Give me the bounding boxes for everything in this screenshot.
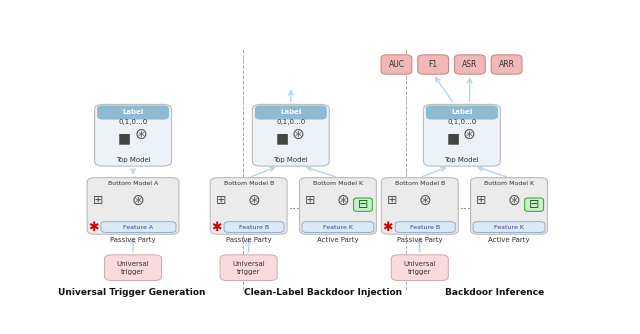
Text: AUC: AUC xyxy=(388,60,404,69)
FancyBboxPatch shape xyxy=(381,178,458,234)
FancyBboxPatch shape xyxy=(87,178,179,234)
Text: 0,1,0...0: 0,1,0...0 xyxy=(276,119,305,125)
Text: Universal: Universal xyxy=(116,261,150,267)
Text: ⊞: ⊞ xyxy=(216,194,227,207)
Text: Bottom Model B: Bottom Model B xyxy=(223,181,274,186)
Text: ASR: ASR xyxy=(462,60,477,69)
FancyBboxPatch shape xyxy=(391,255,448,281)
Text: Bottom Model K: Bottom Model K xyxy=(313,181,363,186)
Text: ...: ... xyxy=(460,199,472,212)
Text: ⊛: ⊛ xyxy=(132,193,145,208)
Text: Feature B: Feature B xyxy=(239,224,269,229)
Text: ⊟: ⊟ xyxy=(529,198,540,211)
Text: 0,1,0...0: 0,1,0...0 xyxy=(118,119,148,125)
Text: Backdoor Inference: Backdoor Inference xyxy=(445,288,544,297)
Text: ...: ... xyxy=(289,199,301,212)
FancyBboxPatch shape xyxy=(255,106,327,120)
FancyBboxPatch shape xyxy=(252,104,329,166)
Text: Feature A: Feature A xyxy=(124,224,154,229)
Text: ✱: ✱ xyxy=(88,220,99,233)
Text: ⊞: ⊞ xyxy=(387,194,397,207)
Text: Label: Label xyxy=(451,110,472,116)
Text: ■: ■ xyxy=(275,131,289,145)
Text: Bottom Model A: Bottom Model A xyxy=(108,181,158,186)
FancyBboxPatch shape xyxy=(224,222,284,232)
FancyBboxPatch shape xyxy=(101,222,176,232)
Text: trigger: trigger xyxy=(237,269,260,275)
Text: Universal Trigger Generation: Universal Trigger Generation xyxy=(58,288,206,297)
Text: Feature K: Feature K xyxy=(494,224,524,229)
FancyBboxPatch shape xyxy=(473,222,545,232)
Text: ⊛: ⊛ xyxy=(134,127,147,142)
Text: ⊛: ⊛ xyxy=(292,127,305,142)
Text: ⊞: ⊞ xyxy=(476,194,487,207)
FancyBboxPatch shape xyxy=(424,104,500,166)
Text: ✱: ✱ xyxy=(211,220,221,233)
Text: ⊛: ⊛ xyxy=(337,193,349,208)
Text: trigger: trigger xyxy=(408,269,431,275)
Text: 0,1,0...0: 0,1,0...0 xyxy=(447,119,477,125)
Text: ⊛: ⊛ xyxy=(508,193,520,208)
FancyBboxPatch shape xyxy=(104,255,161,281)
Text: Universal: Universal xyxy=(403,261,436,267)
FancyBboxPatch shape xyxy=(418,55,449,74)
Text: ARR: ARR xyxy=(499,60,515,69)
Text: Universal: Universal xyxy=(232,261,265,267)
FancyBboxPatch shape xyxy=(95,104,172,166)
Text: Top Model: Top Model xyxy=(116,157,150,163)
Text: ⊛: ⊛ xyxy=(247,193,260,208)
FancyBboxPatch shape xyxy=(426,106,498,120)
FancyBboxPatch shape xyxy=(97,106,169,120)
Text: trigger: trigger xyxy=(122,269,145,275)
Text: Active Party: Active Party xyxy=(488,237,530,243)
Text: Passive Party: Passive Party xyxy=(397,237,443,243)
FancyBboxPatch shape xyxy=(381,55,412,74)
FancyBboxPatch shape xyxy=(470,178,547,234)
Text: ✱: ✱ xyxy=(382,220,392,233)
Text: ⊞: ⊞ xyxy=(305,194,316,207)
Text: Top Model: Top Model xyxy=(273,157,308,163)
FancyBboxPatch shape xyxy=(454,55,485,74)
Text: Top Model: Top Model xyxy=(445,157,479,163)
FancyBboxPatch shape xyxy=(300,178,376,234)
Text: ⊟: ⊟ xyxy=(358,198,368,211)
Text: ⊛: ⊛ xyxy=(419,193,431,208)
FancyBboxPatch shape xyxy=(525,198,543,211)
Text: Feature K: Feature K xyxy=(323,224,353,229)
Text: Passive Party: Passive Party xyxy=(226,237,271,243)
Text: Feature B: Feature B xyxy=(410,224,440,229)
Text: Passive Party: Passive Party xyxy=(110,237,156,243)
FancyBboxPatch shape xyxy=(220,255,277,281)
FancyBboxPatch shape xyxy=(491,55,522,74)
Text: Clean-Label Backdoor Injection: Clean-Label Backdoor Injection xyxy=(244,288,402,297)
Text: F1: F1 xyxy=(429,60,438,69)
Text: ■: ■ xyxy=(118,131,131,145)
Text: Bottom Model K: Bottom Model K xyxy=(484,181,534,186)
Text: Label: Label xyxy=(122,110,144,116)
Text: Active Party: Active Party xyxy=(317,237,359,243)
Text: ■: ■ xyxy=(447,131,460,145)
FancyBboxPatch shape xyxy=(396,222,455,232)
FancyBboxPatch shape xyxy=(302,222,374,232)
FancyBboxPatch shape xyxy=(353,198,372,211)
Text: Bottom Model B: Bottom Model B xyxy=(395,181,445,186)
Text: ⊞: ⊞ xyxy=(93,194,103,207)
Text: ⊛: ⊛ xyxy=(463,127,476,142)
FancyBboxPatch shape xyxy=(210,178,287,234)
Text: Label: Label xyxy=(280,110,301,116)
